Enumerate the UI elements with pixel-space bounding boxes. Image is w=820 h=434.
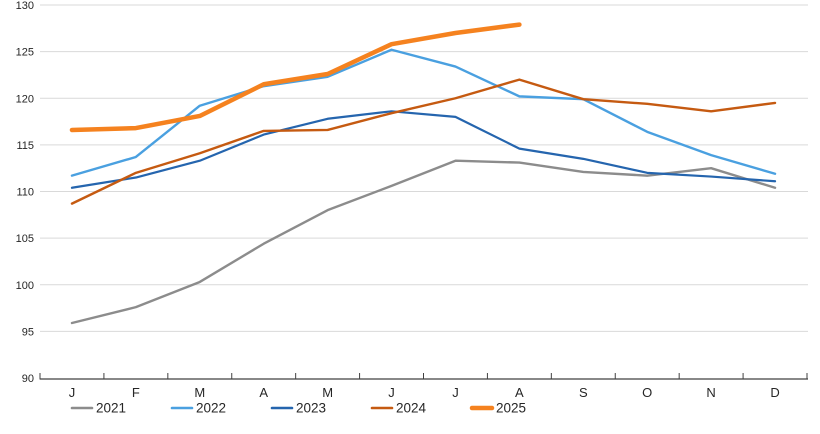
y-axis-label: 120 <box>16 93 34 105</box>
y-axis-label: 105 <box>16 233 34 245</box>
x-axis-label: J <box>452 385 459 400</box>
y-axis-label: 115 <box>16 140 34 152</box>
y-axis-label: 100 <box>16 280 34 292</box>
x-axis-label: N <box>706 385 715 400</box>
x-axis-label: J <box>388 385 395 400</box>
x-axis-label: J <box>69 385 76 400</box>
x-axis-label: D <box>770 385 779 400</box>
legend-label-2025: 2025 <box>496 401 526 416</box>
legend-label-2021: 2021 <box>96 401 126 416</box>
x-axis-label: O <box>642 385 652 400</box>
series-line-2021 <box>70 159 777 325</box>
legend-label-2024: 2024 <box>396 401 427 416</box>
y-axis-label: 110 <box>16 187 34 199</box>
x-axis-label: M <box>194 385 205 400</box>
series-line-2022 <box>70 48 777 177</box>
series-line-2023 <box>70 110 777 189</box>
series-line-2024 <box>70 78 777 205</box>
x-axis-label: M <box>322 385 333 400</box>
y-axis-label: 95 <box>22 326 34 338</box>
x-axis-label: A <box>515 385 524 400</box>
y-axis-label: 125 <box>16 47 34 59</box>
series-line-2025 <box>69 22 522 133</box>
legend-label-2022: 2022 <box>196 401 226 416</box>
x-axis-label: S <box>579 385 588 400</box>
y-axis-label: 130 <box>16 0 34 12</box>
legend-label-2023: 2023 <box>296 401 326 416</box>
x-axis-label: A <box>259 385 268 400</box>
y-axis-label: 90 <box>22 373 34 385</box>
x-axis-label: F <box>132 385 140 400</box>
